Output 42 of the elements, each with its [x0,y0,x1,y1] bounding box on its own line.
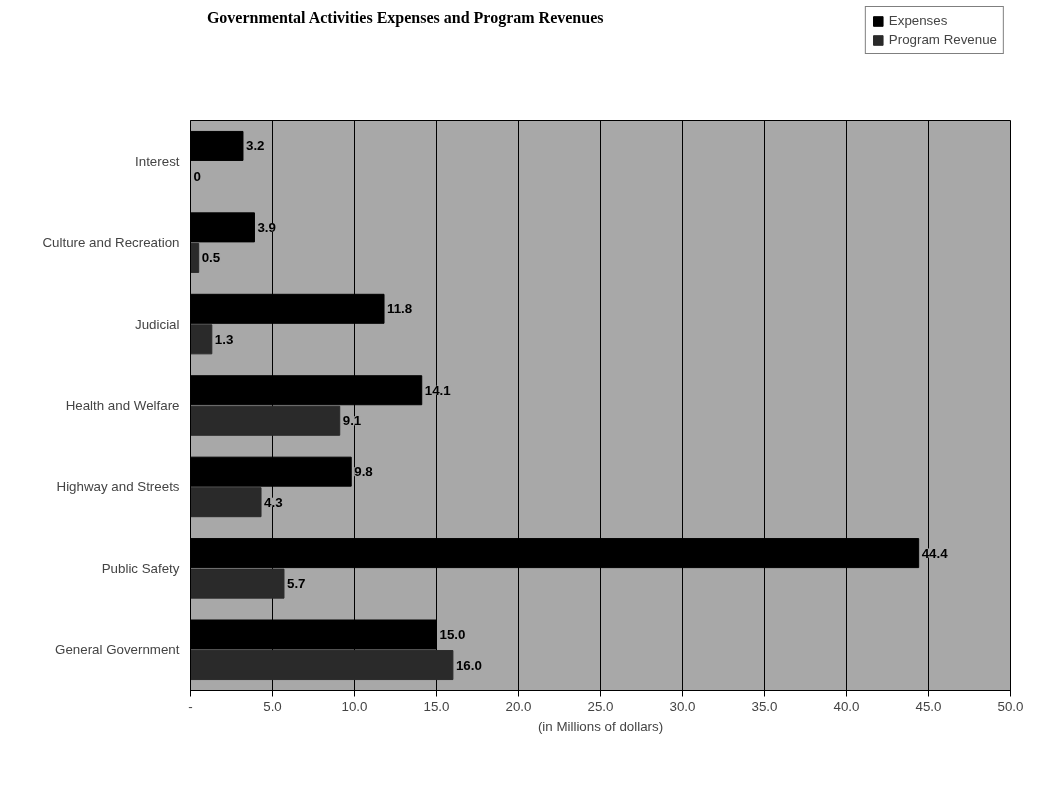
x-tick-label: 10.0 [341,698,368,714]
x-tick-label: 5.0 [263,698,282,714]
bar [190,650,454,681]
x-tick-label: 15.0 [423,698,450,714]
bar [190,242,200,273]
y-tick-label: General Government [55,642,180,658]
legend-label: Program Revenue [888,32,997,47]
data-label: 44.4 [921,545,949,561]
data-label: 9.8 [354,464,373,480]
x-tick-label: 25.0 [587,698,614,714]
y-tick-label: Public Safety [101,560,180,576]
bar [190,405,341,436]
data-label: 11.8 [387,301,413,317]
data-label: 4.3 [264,494,283,510]
data-label: 0 [193,168,201,184]
x-tick-label: 50.0 [997,698,1024,714]
y-tick-label: Culture and Recreation [42,235,180,251]
chart-title: Governmental Activities Expenses and Program Revenues [206,8,604,27]
y-tick-label: Judicial [135,316,180,332]
data-label: 1.3 [214,331,234,347]
data-label: 15.0 [439,627,466,643]
x-tick-label: 45.0 [915,698,942,714]
bar [190,568,285,599]
x-tick-label: 35.0 [751,698,778,714]
y-tick-label: Health and Welfare [65,398,180,413]
y-tick-label: Interest [135,153,180,169]
bar [190,324,213,355]
data-label: 3.2 [245,138,265,154]
legend-label: Expenses [888,13,948,28]
x-tick-label: 20.0 [505,698,532,714]
x-tick-label: - [188,698,193,714]
data-label: 14.1 [424,382,452,398]
data-label: 3.9 [257,219,276,235]
x-tick-label: 40.0 [833,698,860,714]
data-label: 0.5 [201,250,221,266]
data-label: 9.1 [342,413,362,429]
bar [190,487,262,518]
y-tick-label: Highway and Streets [56,479,180,495]
data-label: 5.7 [286,576,306,592]
x-tick-label: 30.0 [669,698,696,714]
data-label: 16.0 [455,657,482,673]
x-axis-title: (in Millions of dollars) [537,718,664,734]
